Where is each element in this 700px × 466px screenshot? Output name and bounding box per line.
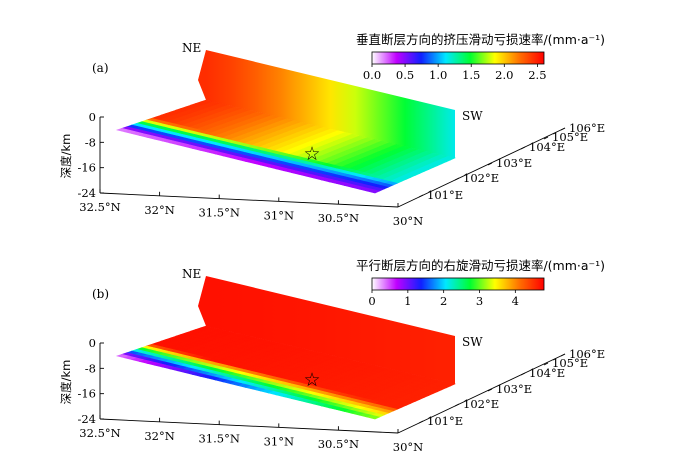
longitude-axis	[397, 127, 566, 208]
latitude-axis	[99, 418, 399, 434]
depth-tick-label: -16	[77, 387, 96, 401]
longitude-tick-label: 102°E	[463, 397, 499, 411]
longitude-tick	[520, 146, 526, 150]
longitude-tick	[560, 127, 566, 131]
longitude-tick	[487, 388, 493, 392]
epicenter-marker: ☆	[303, 143, 320, 165]
fault-wall-tip	[198, 50, 206, 100]
colorbar-title: 垂直断层方向的挤压滑动亏损速率/(mm·a⁻¹)	[356, 32, 605, 47]
latitude-tick-label: 31.5°N	[198, 206, 239, 220]
latitude-tick-label: 32.5°N	[79, 200, 120, 214]
longitude-tick	[418, 194, 424, 198]
longitude-tick-label: 104°E	[529, 140, 565, 154]
longitude-tick-label: 101°E	[427, 188, 463, 202]
colorbar-tick-label: 3	[476, 294, 483, 308]
latitude-tick-label: 32°N	[144, 203, 174, 217]
longitude-tick-label: 105°E	[552, 130, 588, 144]
longitude-tick-label: 105°E	[552, 356, 588, 370]
panel-a: (a) 垂直断层方向的挤压滑动亏损速率/(mm·a⁻¹) 0.0 0.5 1.0 1.5 2…	[59, 32, 605, 228]
colorbar-tick-label: 1.0	[429, 68, 447, 82]
sw-label: SW	[462, 109, 483, 123]
longitude-tick	[487, 162, 493, 166]
fault-wall	[206, 50, 455, 158]
colorbar-tick-label: 1	[404, 294, 411, 308]
panel-label: (a)	[92, 61, 109, 75]
colorbar-tick-label: 0.0	[363, 68, 381, 82]
latitude-tick-label: 30°N	[393, 214, 423, 228]
longitude-tick	[418, 420, 424, 424]
colorbar	[371, 51, 545, 65]
fault-wall	[206, 276, 455, 384]
colorbar-tick-label: 2	[440, 294, 447, 308]
latitude-tick-label: 30.5°N	[318, 211, 359, 225]
longitude-tick	[543, 136, 549, 140]
depth-tick-label: -8	[85, 135, 96, 149]
colorbar-tick-label: 1.5	[462, 68, 480, 82]
fault-wall-tip	[198, 276, 206, 326]
colorbar-tick-label: 0.5	[396, 68, 414, 82]
longitude-tick	[454, 403, 460, 407]
depth-tick-label: -16	[77, 161, 96, 175]
longitude-tick	[543, 362, 549, 366]
epicenter-marker: ☆	[303, 369, 320, 391]
colorbar-tick-label: 0	[368, 294, 375, 308]
latitude-tick-label: 32.5°N	[79, 426, 120, 440]
colorbar-tick-label: 4	[512, 294, 519, 308]
longitude-tick-label: 106°E	[569, 347, 605, 361]
longitude-tick	[520, 372, 526, 376]
longitude-tick-label: 102°E	[463, 171, 499, 185]
longitude-tick-label: 101°E	[427, 414, 463, 428]
ne-label: NE	[182, 267, 201, 281]
colorbar-tick-label: 2.0	[495, 68, 513, 82]
latitude-tick-label: 31.5°N	[198, 432, 239, 446]
sw-label: SW	[462, 335, 483, 349]
latitude-axis	[99, 192, 399, 208]
latitude-tick-label: 30.5°N	[318, 437, 359, 451]
longitude-tick	[560, 353, 566, 357]
latitude-tick-label: 31°N	[264, 208, 294, 222]
longitude-tick-label: 104°E	[529, 366, 565, 380]
colorbar	[371, 277, 545, 291]
latitude-tick-label: 31°N	[264, 434, 294, 448]
longitude-tick-label: 103°E	[496, 382, 532, 396]
panel-label: (b)	[92, 287, 109, 301]
longitude-tick-label: 103°E	[496, 156, 532, 170]
longitude-tick-label: 106°E	[569, 121, 605, 135]
fault-cell	[366, 188, 381, 194]
depth-tick-label: 0	[89, 336, 96, 350]
longitude-tick	[454, 177, 460, 181]
depth-axis-label: 深度/km	[59, 134, 73, 179]
depth-tick-label: 0	[89, 110, 96, 124]
depth-tick-label: -24	[77, 412, 96, 426]
depth-tick-label: -8	[85, 361, 96, 375]
panel-b: (b) 平行断层方向的右旋滑动亏损速率/(mm·a⁻¹) 0 1 2 3 4 NE SW ☆ 0 -8…	[59, 258, 605, 454]
latitude-tick-label: 32°N	[144, 429, 174, 443]
colorbar-tick-label: 2.5	[528, 68, 546, 82]
colorbar-title: 平行断层方向的右旋滑动亏损速率/(mm·a⁻¹)	[356, 258, 605, 273]
ne-label: NE	[182, 41, 201, 55]
longitude-axis	[397, 353, 566, 434]
depth-axis-label: 深度/km	[59, 360, 73, 405]
latitude-tick-label: 30°N	[393, 440, 423, 454]
depth-tick-label: -24	[77, 186, 96, 200]
fault-cell	[366, 414, 381, 420]
